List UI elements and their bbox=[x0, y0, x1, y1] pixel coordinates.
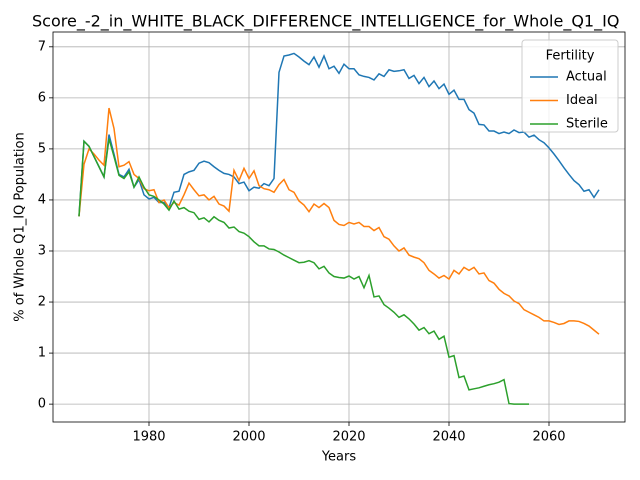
y-tick-label: 0 bbox=[38, 397, 46, 412]
legend-label: Ideal bbox=[566, 93, 598, 108]
x-tick-label: 2040 bbox=[432, 430, 465, 445]
y-axis-label: % of Whole Q1_IQ Population bbox=[13, 132, 28, 321]
x-axis-label: Years bbox=[321, 450, 357, 465]
series-line bbox=[78, 138, 529, 405]
axes-frame bbox=[52, 31, 626, 423]
y-tick-label: 3 bbox=[38, 243, 46, 258]
series-line bbox=[78, 52, 600, 217]
y-tick-label: 5 bbox=[38, 141, 46, 156]
series-line bbox=[78, 107, 600, 335]
legend-box bbox=[521, 39, 619, 133]
x-tick-label: 2060 bbox=[532, 430, 565, 445]
y-tick-label: 7 bbox=[38, 39, 46, 54]
legend: Fertility Actual Ideal Sterile bbox=[521, 39, 619, 133]
y-tick-label: 2 bbox=[38, 295, 46, 310]
legend-title: Fertility bbox=[546, 49, 595, 64]
x-tick-label: 2000 bbox=[232, 430, 265, 445]
legend-label: Actual bbox=[566, 70, 607, 85]
x-tick-label: 1980 bbox=[132, 430, 165, 445]
chart-title: Score_-2_in_WHITE_BLACK_DIFFERENCE_INTEL… bbox=[32, 12, 619, 32]
y-tick-label: 4 bbox=[38, 192, 46, 207]
legend-label: Sterile bbox=[566, 117, 608, 132]
y-tick-label: 6 bbox=[38, 90, 46, 105]
x-tick-label: 2020 bbox=[332, 430, 365, 445]
y-tick-label: 1 bbox=[38, 346, 46, 361]
